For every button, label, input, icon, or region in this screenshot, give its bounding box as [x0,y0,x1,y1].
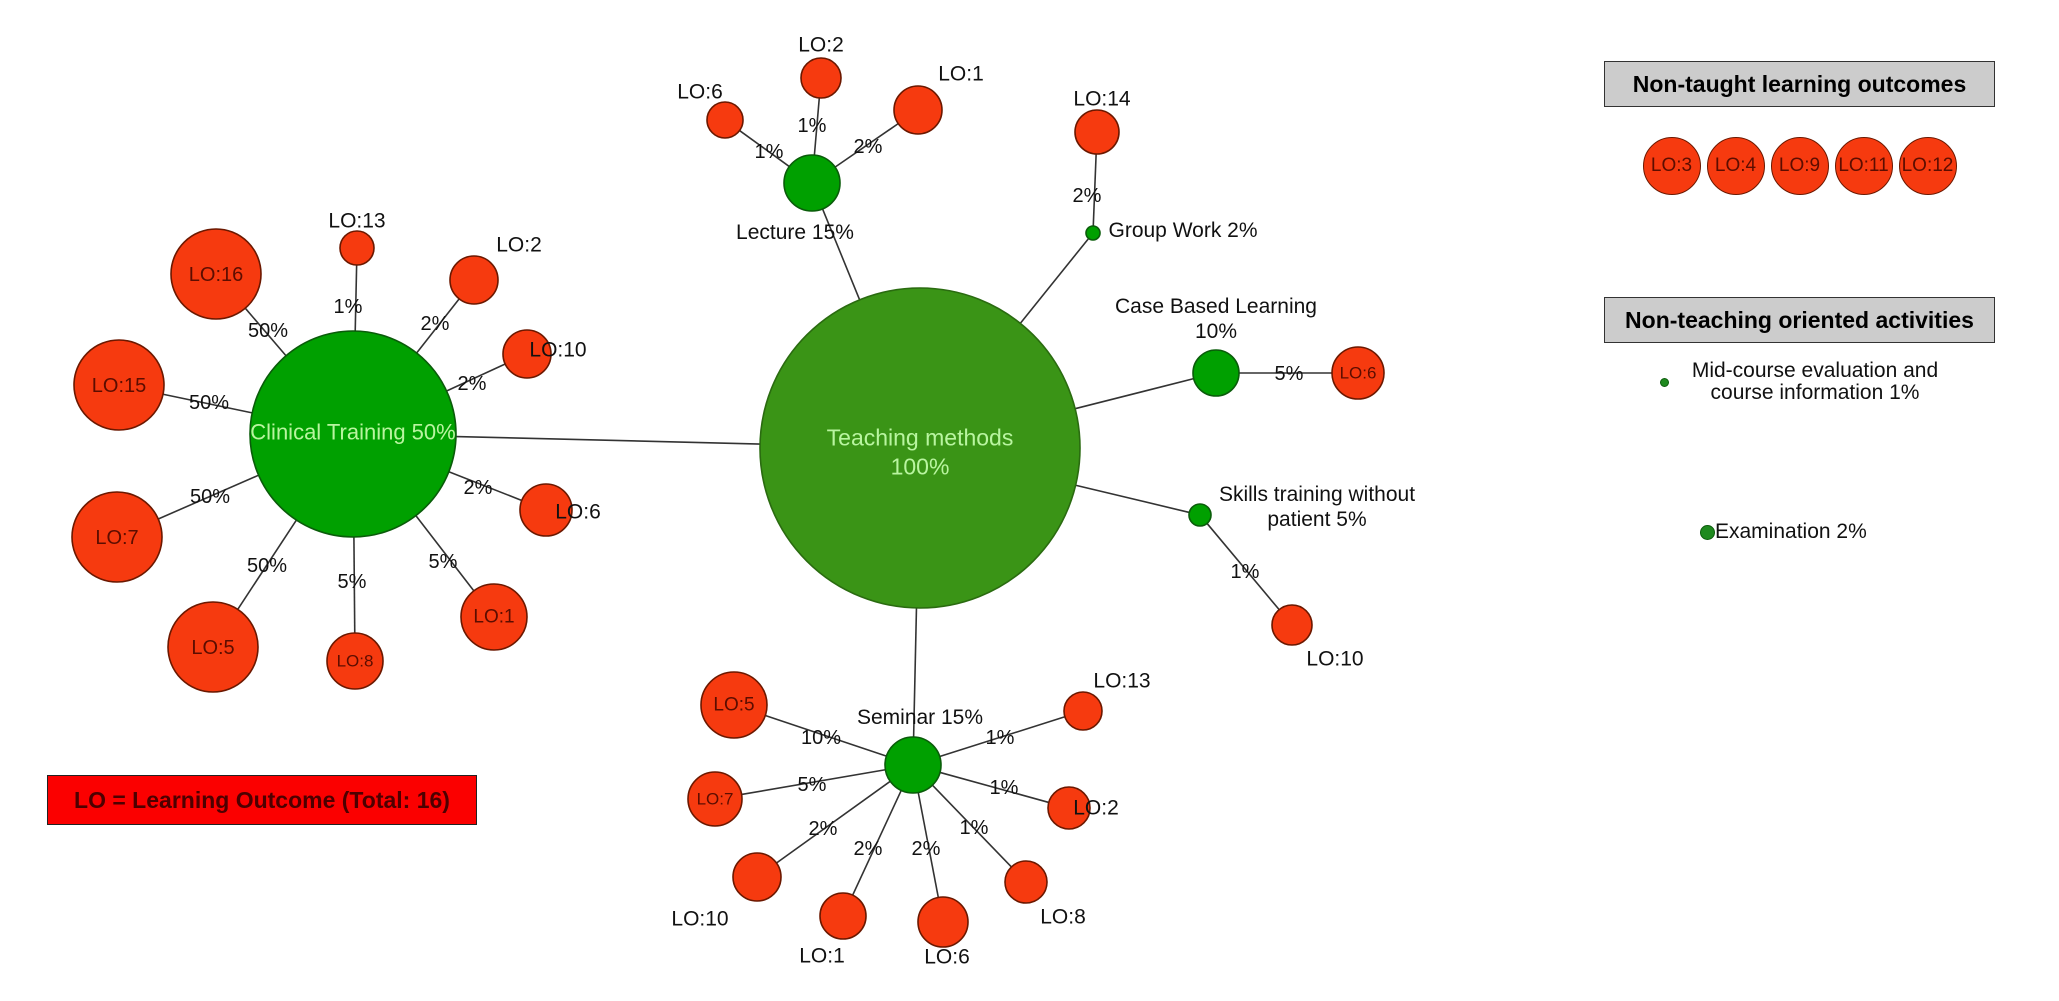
edge-clinical-training-ct-lo15 [162,393,253,414]
edge-clinical-training-ct-lo7 [157,474,259,520]
non-taught-lo-chip[interactable]: LO:4 [1706,137,1765,195]
non-taught-lo-chip[interactable]: LO:12 [1898,137,1957,195]
edge-seminar-sem-lo5 [765,714,887,757]
edge-lecture-lec-lo6 [739,129,790,168]
edge-seminar-sem-lo10 [776,780,891,864]
node-sem-lo1[interactable] [819,892,867,940]
node-case-based-learning[interactable] [1192,349,1240,397]
node-sem-lo5[interactable] [700,671,768,739]
edge-root-lecture [821,208,861,301]
node-lecture[interactable] [783,154,841,212]
edge-seminar-sem-lo7 [741,768,886,796]
node-sem-lo10[interactable] [732,852,782,902]
node-clinical-training[interactable] [249,330,457,538]
node-ct-lo6[interactable] [519,483,573,537]
node-sem-lo2[interactable] [1047,786,1091,830]
non-taught-lo-chip[interactable]: LO:11 [1834,137,1893,195]
legend-non-taught-items: LO:3 LO:4 LO:9 LO:11 LO:12 [1604,135,1995,197]
edge-seminar-sem-lo2 [939,771,1049,804]
node-ct-lo15[interactable] [73,339,165,431]
green-dot-icon [1660,377,1669,387]
node-sem-lo7[interactable] [687,771,743,827]
edge-layer [157,97,1332,898]
node-lec-lo2[interactable] [800,57,842,99]
node-ct-lo16[interactable] [170,228,262,320]
legend-lo-key: LO = Learning Outcome (Total: 16) [47,775,477,825]
node-ct-lo5[interactable] [167,601,259,693]
node-sem-lo13[interactable] [1063,691,1103,731]
non-taught-lo-chip[interactable]: LO:9 [1770,137,1829,195]
edge-root-group-work [1019,237,1090,324]
edge-clinical-training-ct-lo6 [448,470,523,502]
edge-clinical-training-ct-lo5 [237,519,298,610]
edge-seminar-sem-lo1 [851,790,902,896]
node-teaching-methods[interactable] [759,287,1081,609]
edge-clinical-training-ct-lo13 [354,264,358,332]
node-lec-lo6[interactable] [706,101,744,139]
node-ct-lo8[interactable] [326,632,384,690]
edge-lecture-lec-lo1 [834,122,899,168]
node-cbl-lo6[interactable] [1331,346,1385,400]
non-taught-lo-chip[interactable]: LO:3 [1642,137,1701,195]
edge-root-clinical-training [455,435,761,445]
edge-root-skills-training-without-patient [1075,484,1190,514]
node-ct-lo1[interactable] [460,583,528,651]
edge-clinical-training-ct-lo16 [244,307,287,357]
edge-lecture-lec-lo2 [813,97,821,156]
node-skills-training-without-patient[interactable] [1188,503,1212,527]
node-sem-lo8[interactable] [1004,860,1048,904]
node-stw-lo10[interactable] [1271,604,1313,646]
edge-clinical-training-ct-lo10 [446,363,506,392]
node-lec-lo1[interactable] [893,85,943,135]
node-ct-lo7[interactable] [71,491,163,583]
edge-seminar-sem-lo13 [939,715,1066,758]
edge-group-work-gw-lo14 [1092,153,1097,227]
node-seminar[interactable] [884,736,942,794]
legend-item-label: Mid-course evaluation and course informa… [1691,359,1939,405]
legend-item-examination: Examination 2% [1700,520,1867,544]
node-sem-lo6[interactable] [917,896,969,948]
legend-non-teaching-header: Non-teaching oriented activities [1604,297,1995,343]
edge-seminar-sem-lo8 [931,784,1012,868]
node-layer [71,57,1385,948]
edge-clinical-training-ct-lo2 [416,298,460,354]
edge-clinical-training-ct-lo1 [415,515,475,592]
edge-seminar-sem-lo6 [917,792,940,898]
edge-clinical-training-ct-lo8 [353,536,356,634]
legend-item-label: Examination 2% [1715,520,1867,543]
edge-root-case-based-learning [1074,377,1194,410]
node-ct-lo13[interactable] [339,230,375,266]
legend-item-mid-course-evaluation: Mid-course evaluation and course informa… [1660,359,1990,405]
edge-root-seminar [912,607,918,738]
edge-skills-training-without-patient-stw-lo10 [1206,522,1280,611]
node-ct-lo10[interactable] [502,329,552,379]
node-gw-lo14[interactable] [1074,109,1120,155]
node-group-work[interactable] [1085,225,1101,241]
green-dot-icon [1700,524,1715,540]
legend-non-taught-header: Non-taught learning outcomes [1604,61,1995,107]
node-label-group-work: Group Work 2% [1108,219,1258,242]
node-ct-lo2[interactable] [449,255,499,305]
